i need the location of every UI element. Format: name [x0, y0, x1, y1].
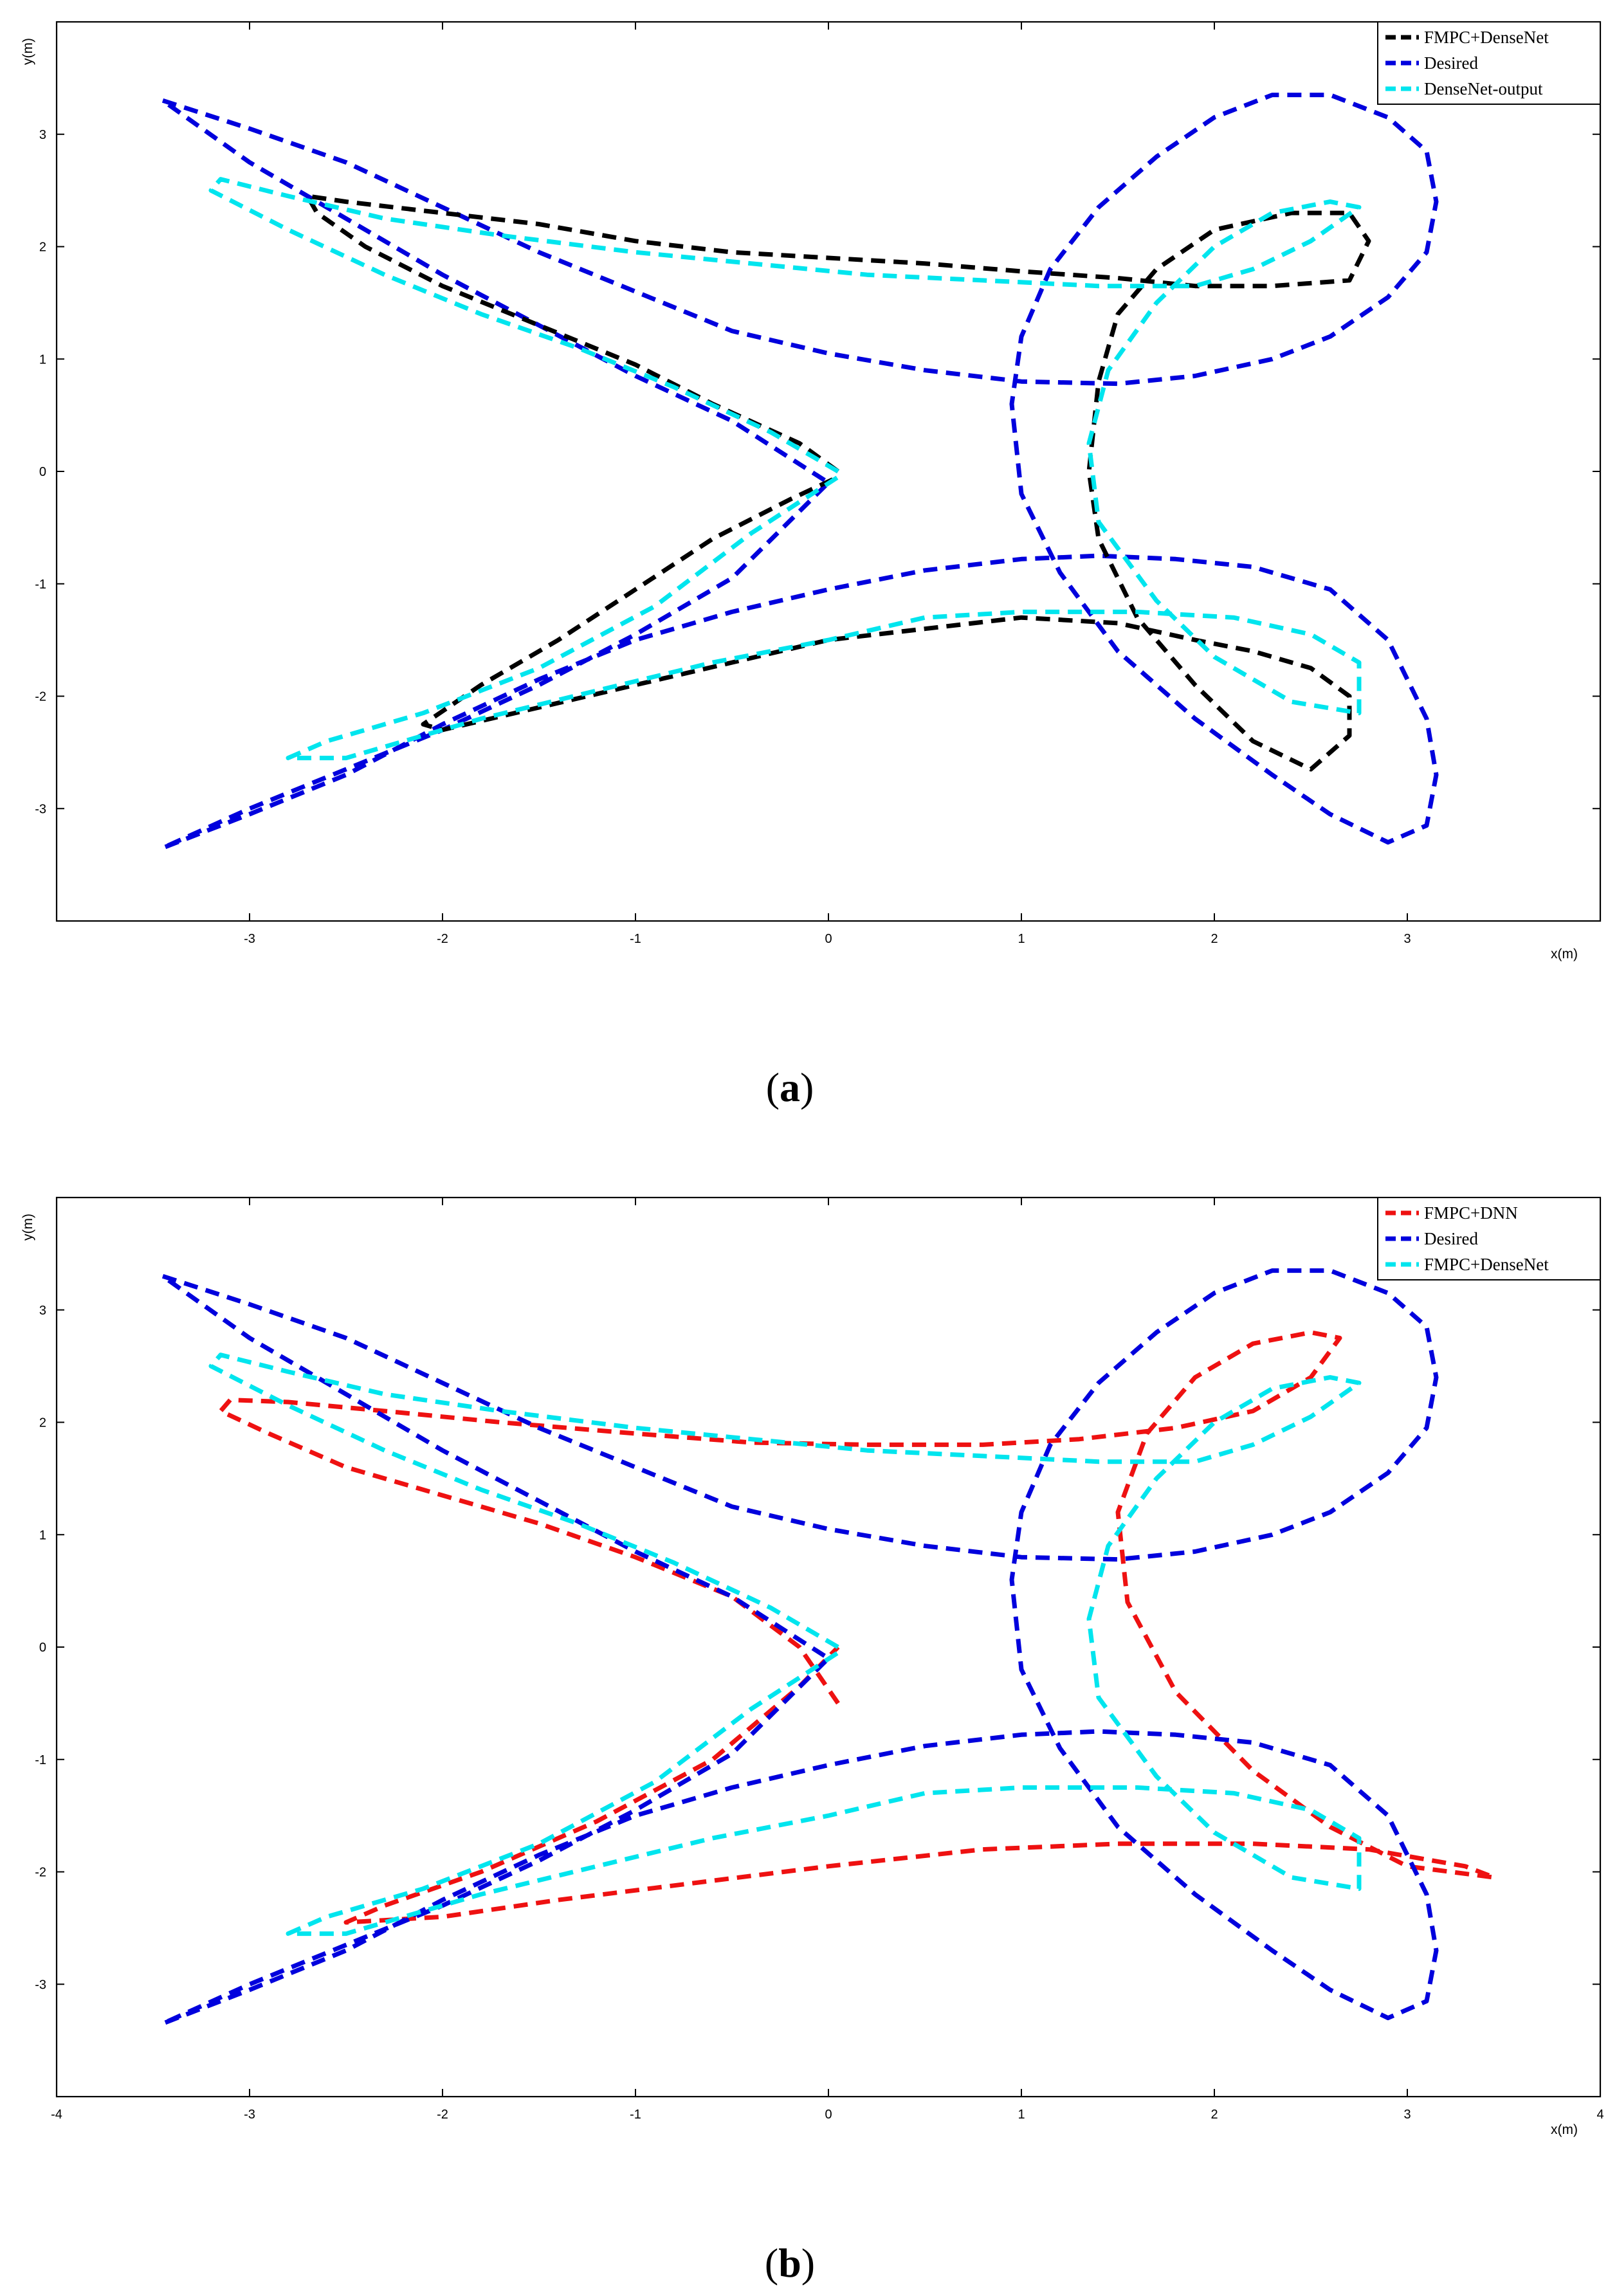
legend-label: Desired	[1424, 53, 1478, 73]
panel-caption: (b)	[765, 2240, 815, 2286]
panel-caption-letter: b	[778, 2240, 801, 2286]
y-tick-label: -2	[35, 690, 46, 704]
series-layer	[160, 1268, 1497, 2026]
x-tick-label: 4	[1596, 2108, 1603, 2122]
x-tick-label: 2	[1210, 2108, 1218, 2122]
series-line-0	[218, 1330, 1497, 1925]
y-tick-label: -2	[35, 1866, 46, 1880]
x-tick-label: 0	[825, 932, 832, 946]
x-tick-label: -2	[437, 2108, 448, 2122]
plot-frame	[55, 1196, 1602, 2098]
y-tick-label: -3	[35, 1978, 46, 1992]
y-tick-label: 3	[39, 1304, 46, 1318]
legend-label: FMPC+DenseNet	[1424, 28, 1549, 47]
panel-caption-close: )	[800, 1064, 814, 1110]
y-tick-label: 3	[39, 128, 46, 142]
panel-b: -4 -3 -2 -1 0 1 2 3 4 -3 -2 -1 0 1 2 3 y(m) x(m) FMPC+D…	[21, 1196, 1604, 2286]
series-line-1	[160, 1268, 1439, 2026]
legend: FMPC+DNN Desired FMPC+DenseNet	[1377, 1197, 1601, 1280]
legend: FMPC+DenseNet Desired DenseNet-output	[1377, 21, 1601, 105]
legend-label: DenseNet-output	[1424, 79, 1543, 98]
x-tick-label: 1	[1018, 932, 1025, 946]
x-axis-label: x(m)	[1551, 947, 1578, 961]
x-tick-label: -2	[437, 932, 448, 946]
y-tick-label: -1	[35, 578, 46, 592]
plot-frame	[55, 21, 1602, 922]
x-axis-label: x(m)	[1551, 2122, 1578, 2137]
x-tick-label: 2	[1210, 932, 1218, 946]
y-tick-label: -1	[35, 1753, 46, 1767]
tick-layer: -4 -3 -2 -1 0 1 2 3 4 -3 -2 -1 0 1 2 3	[35, 1198, 1604, 2122]
x-tick-label: -1	[630, 932, 641, 946]
panel-caption-close: )	[801, 2240, 815, 2286]
y-tick-label: 2	[39, 1416, 46, 1430]
y-tick-label: 0	[39, 465, 46, 479]
series-line-2	[208, 1353, 1362, 1936]
y-tick-label: 2	[39, 241, 46, 255]
series-layer	[160, 93, 1439, 850]
panel-caption: (a)	[766, 1064, 814, 1110]
panel-caption-open: (	[766, 1064, 780, 1110]
x-tick-label: 1	[1018, 2108, 1025, 2122]
x-tick-label: -1	[630, 2108, 641, 2122]
x-tick-label: -3	[244, 2108, 255, 2122]
x-tick-label: 3	[1403, 2108, 1411, 2122]
legend-label: Desired	[1424, 1229, 1478, 1248]
y-axis-label: y(m)	[21, 38, 35, 65]
x-tick-label: 0	[825, 2108, 832, 2122]
y-tick-label: 0	[39, 1641, 46, 1655]
x-tick-label: 3	[1403, 932, 1411, 946]
tick-layer: -3 -2 -1 0 1 2 3 -3 -2 -1 0 1 2 3	[35, 22, 1600, 946]
x-tick-label: -3	[244, 932, 255, 946]
legend-box	[1377, 1197, 1601, 1280]
y-tick-label: -3	[35, 802, 46, 816]
y-axis-label: y(m)	[21, 1214, 35, 1241]
legend-box	[1377, 21, 1601, 105]
panel-a: -3 -2 -1 0 1 2 3 -3 -2 -1 0 1 2 3 y(m) x(m) FMPC+Dens…	[21, 21, 1602, 1110]
x-tick-label: -4	[51, 2108, 62, 2122]
panel-caption-letter: a	[780, 1064, 800, 1110]
y-tick-label: 1	[39, 352, 46, 367]
y-tick-label: 1	[39, 1528, 46, 1542]
legend-label: FMPC+DenseNet	[1424, 1255, 1549, 1274]
series-line-0	[160, 93, 1439, 850]
series-line-1	[305, 194, 1371, 772]
legend-label: FMPC+DNN	[1424, 1203, 1518, 1223]
series-line-2	[208, 177, 1362, 761]
panel-caption-open: (	[765, 2240, 778, 2286]
